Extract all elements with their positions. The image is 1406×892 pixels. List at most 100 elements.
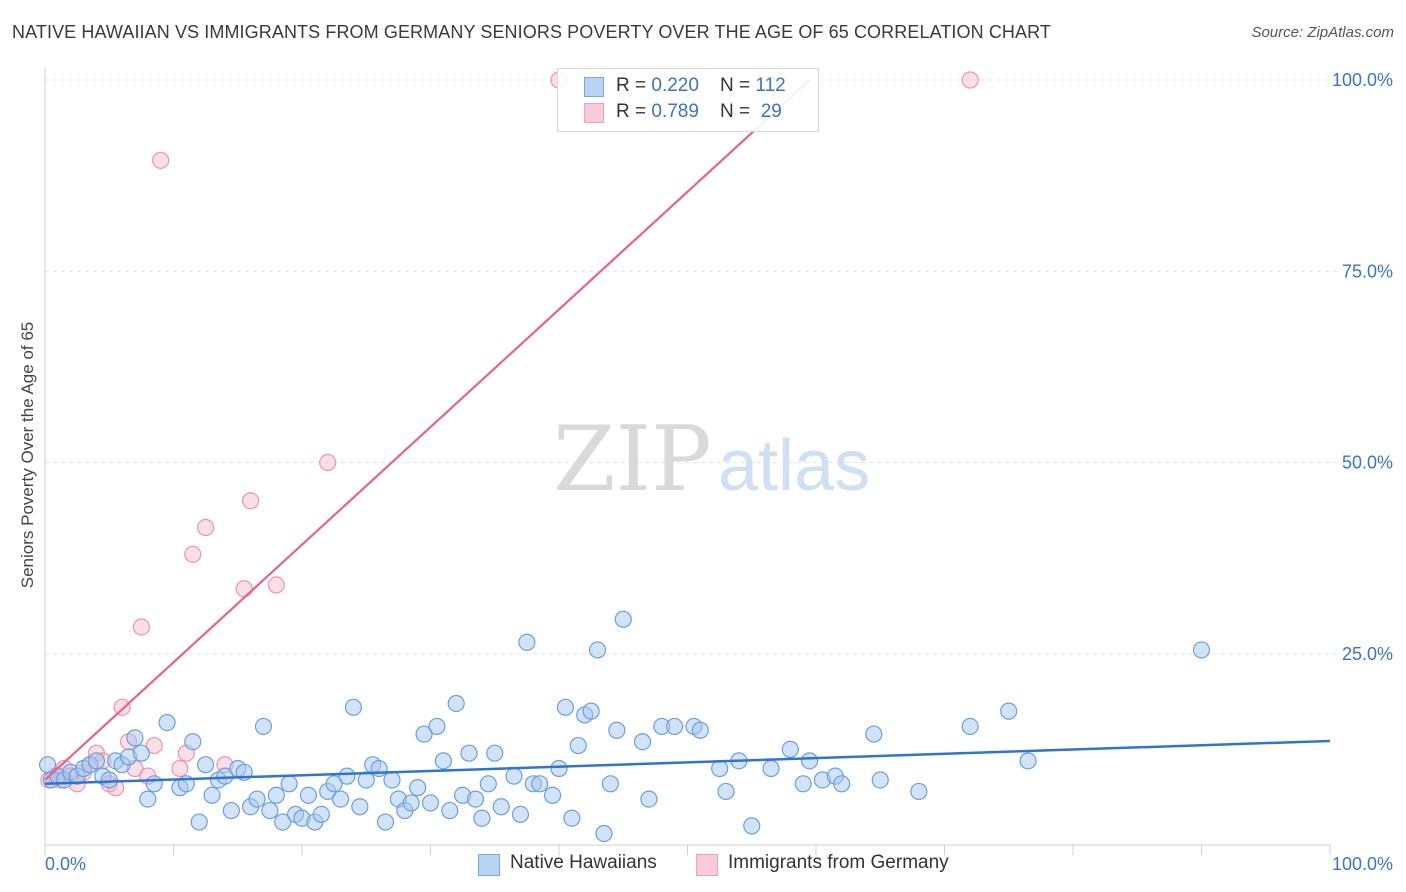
axes [44, 68, 1331, 855]
data-point-native-hawaiians [158, 713, 176, 732]
data-point-native-hawaiians [614, 610, 632, 628]
data-point-native-hawaiians [338, 767, 356, 785]
data-point-native-hawaiians [531, 775, 549, 793]
data-point-native-hawaiians [492, 798, 510, 816]
legend-swatch-pink [584, 103, 604, 123]
data-point-native-hawaiians [351, 798, 369, 816]
tick-labels: 25.0% 50.0% 75.0% 100.0% 0.0% 100.0% [45, 70, 1393, 874]
legend-swatch-blue [584, 77, 604, 97]
data-point-native-hawaiians [434, 752, 452, 770]
data-point-native-hawaiians [1000, 702, 1018, 720]
data-point-native-hawaiians [126, 729, 144, 747]
data-point-native-hawaiians [762, 759, 780, 778]
data-point-native-hawaiians [556, 698, 575, 716]
data-point-native-hawaiians [717, 782, 735, 801]
data-point-native-hawaiians [145, 775, 163, 793]
data-point-native-hawaiians [216, 767, 234, 785]
data-point-native-hawaiians [691, 721, 709, 739]
data-point-native-hawaiians [421, 794, 440, 812]
y-tick-label: 25.0% [1342, 644, 1393, 664]
data-point-native-hawaiians [261, 801, 279, 820]
data-point-native-hawaiians [100, 771, 118, 789]
data-point-native-hawaiians [274, 813, 292, 831]
watermark-zip: ZIP [553, 407, 712, 512]
data-point-native-hawaiians [132, 744, 150, 762]
legend-n-label: N = [720, 75, 756, 96]
data-point-native-hawaiians [595, 824, 613, 843]
data-point-native-hawaiians [325, 775, 343, 793]
data-point-native-hawaiians [344, 698, 362, 716]
data-point-germany [152, 151, 170, 169]
correlation-legend: R = 0.220 N = 112 R = 0.789 N = 29 [557, 68, 819, 132]
data-point-germany [267, 576, 285, 594]
data-point-native-hawaiians [331, 790, 350, 808]
watermark-atlas: atlas [718, 426, 870, 506]
data-point-native-hawaiians [441, 801, 459, 820]
data-point-native-hawaiians [370, 759, 388, 778]
data-point-germany [113, 698, 131, 716]
data-point-native-hawaiians [1019, 752, 1037, 770]
data-point-native-hawaiians [511, 805, 530, 824]
data-point-native-hawaiians [633, 733, 652, 751]
data-point-native-hawaiians [518, 633, 536, 651]
data-point-native-hawaiians [1192, 641, 1211, 659]
trend-line-germany [44, 79, 811, 781]
legend-r-label: R = [616, 75, 652, 96]
gridlines [45, 79, 1340, 655]
data-point-native-hawaiians [197, 756, 215, 774]
legend-n-value: 29 [755, 101, 782, 122]
data-point-native-hawaiians [550, 759, 568, 778]
data-point-native-hawaiians [608, 721, 626, 739]
series-legend: Native Hawaiians Immigrants from Germany [0, 852, 1406, 878]
data-point-native-hawaiians [184, 733, 202, 751]
y-tick-label: 75.0% [1342, 261, 1393, 281]
data-point-native-hawaiians [139, 790, 157, 808]
data-point-native-hawaiians [267, 786, 285, 804]
data-point-native-hawaiians [601, 775, 620, 793]
data-point-native-hawaiians [203, 786, 221, 804]
y-tick-label: 100.0% [1332, 70, 1393, 90]
data-point-native-hawaiians [376, 813, 395, 831]
legend-r-label: R = [616, 101, 652, 122]
y-tick-label: 50.0% [1342, 453, 1393, 473]
data-point-native-hawaiians [280, 775, 298, 793]
data-point-native-hawaiians [248, 790, 266, 808]
chart-title: NATIVE HAWAIIAN VS IMMIGRANTS FROM GERMA… [12, 22, 1052, 42]
data-point-germany [319, 453, 337, 472]
data-point-native-hawaiians [961, 717, 979, 736]
data-point-germany [132, 618, 150, 636]
data-point-native-hawaiians [254, 717, 273, 736]
data-point-germany [242, 492, 260, 510]
data-point-germany [184, 545, 202, 563]
y-axis-label: Seniors Poverty Over the Age of 65 [18, 321, 37, 589]
legend-swatch-blue [478, 854, 500, 876]
data-point-germany [171, 759, 189, 778]
data-point-native-hawaiians [383, 771, 401, 789]
data-point-native-hawaiians [190, 813, 208, 831]
data-point-native-hawaiians [865, 725, 883, 743]
legend-label: Immigrants from Germany [728, 852, 949, 873]
data-point-native-hawaiians [486, 744, 504, 762]
data-point-native-hawaiians [910, 782, 928, 801]
data-point-native-hawaiians [222, 801, 240, 820]
legend-r-value: 0.789 [651, 101, 699, 122]
data-point-germany [961, 71, 979, 89]
x-tick-label: 100.0% [1332, 854, 1393, 874]
data-point-native-hawaiians [582, 702, 600, 720]
data-point-germany [145, 736, 163, 755]
data-point-native-hawaiians [781, 740, 799, 758]
legend-label: Native Hawaiians [510, 852, 657, 873]
data-point-germany [235, 580, 253, 598]
data-point-native-hawaiians [447, 694, 465, 713]
data-point-native-hawaiians [460, 744, 478, 762]
series-native-hawaiians [38, 610, 1211, 843]
data-point-native-hawaiians [711, 759, 729, 778]
data-point-native-hawaiians [87, 752, 106, 770]
data-point-native-hawaiians [666, 717, 684, 736]
trend-lines [44, 79, 1331, 786]
data-point-native-hawaiians [409, 779, 427, 797]
data-point-native-hawaiians [312, 805, 330, 824]
x-tick-label: 0.0% [45, 854, 86, 874]
data-point-native-hawaiians [543, 786, 562, 804]
